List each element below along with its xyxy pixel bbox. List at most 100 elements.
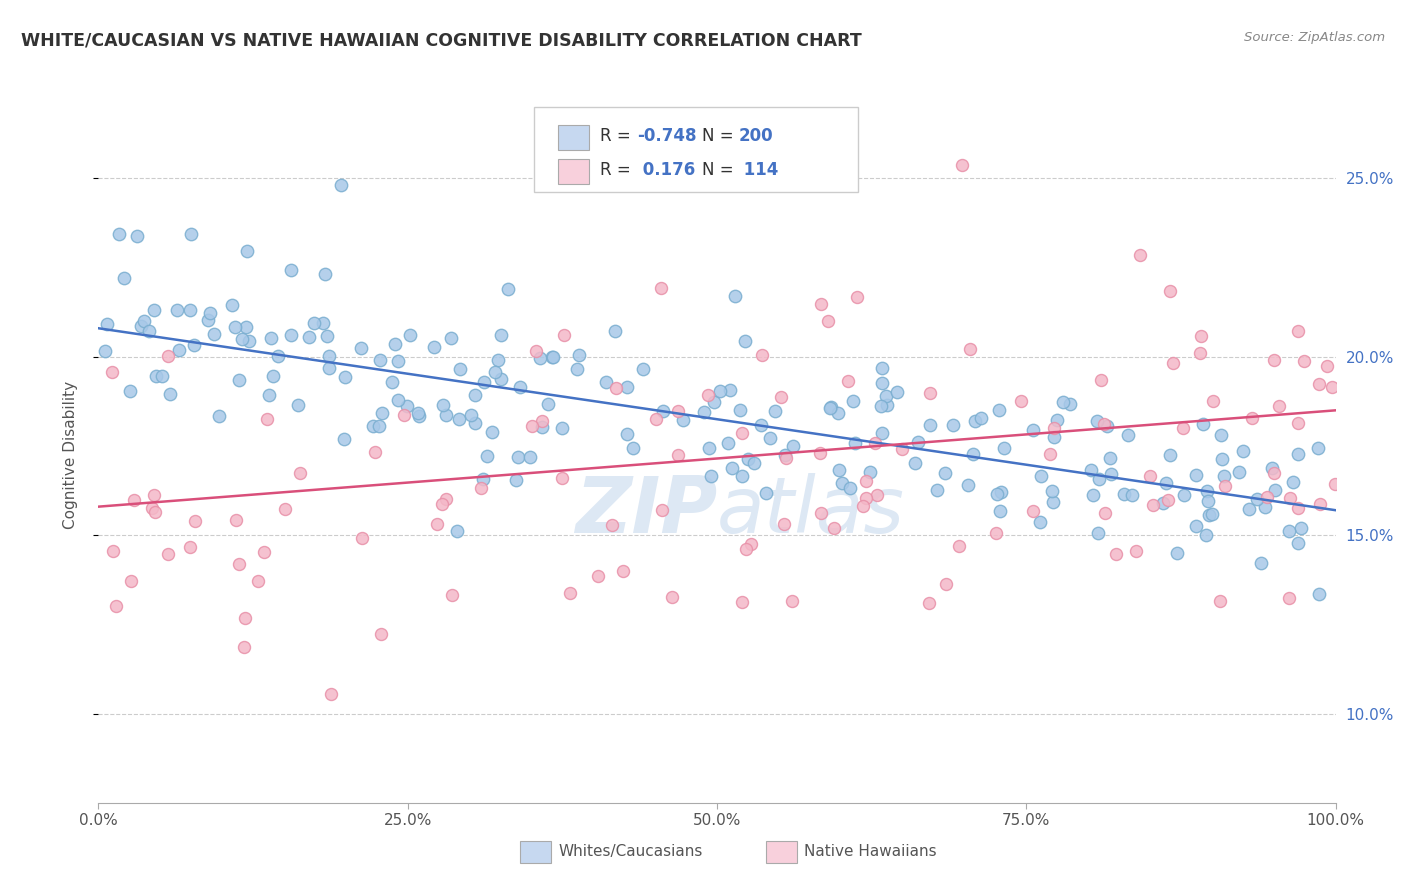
Point — [208, 409, 231, 424]
Point — [94, 344, 117, 359]
Point — [631, 361, 654, 376]
Point — [699, 442, 721, 456]
Point — [918, 596, 941, 610]
Text: N =: N = — [702, 128, 738, 145]
Point — [394, 409, 416, 423]
Point — [986, 486, 1008, 500]
Point — [737, 451, 759, 466]
Point — [918, 386, 941, 401]
Point — [543, 350, 565, 364]
Point — [198, 306, 221, 320]
Point — [506, 450, 529, 464]
Point — [262, 369, 284, 384]
Point — [143, 505, 166, 519]
Point — [1022, 503, 1045, 517]
Point — [717, 436, 740, 450]
Point — [810, 506, 832, 520]
Point — [734, 541, 756, 556]
Point — [329, 178, 352, 193]
Point — [1185, 468, 1208, 483]
Point — [1194, 527, 1216, 541]
Point — [298, 330, 321, 344]
Point — [875, 389, 897, 403]
Point — [1188, 346, 1211, 360]
Point — [370, 406, 392, 420]
Point — [1092, 417, 1115, 431]
Point — [1278, 591, 1301, 606]
Point — [855, 474, 877, 488]
Point — [509, 380, 531, 394]
Point — [872, 376, 894, 390]
Point — [808, 446, 831, 460]
Point — [672, 412, 695, 426]
Point — [460, 408, 482, 422]
Point — [837, 374, 859, 388]
Point — [1261, 460, 1284, 475]
Point — [361, 419, 384, 434]
Point — [447, 412, 470, 426]
Point — [651, 403, 673, 417]
Point — [166, 303, 188, 318]
Text: WHITE/CAUCASIAN VS NATIVE HAWAIIAN COGNITIVE DISABILITY CORRELATION CHART: WHITE/CAUCASIAN VS NATIVE HAWAIIAN COGNI… — [21, 31, 862, 49]
Point — [731, 595, 754, 609]
Point — [616, 380, 638, 394]
Point — [1211, 451, 1233, 466]
Point — [841, 394, 863, 409]
Point — [1052, 394, 1074, 409]
Point — [1309, 497, 1331, 511]
Point — [1278, 524, 1301, 538]
Point — [831, 475, 853, 490]
Point — [1215, 479, 1237, 493]
Point — [367, 418, 389, 433]
Point — [886, 384, 908, 399]
Point — [1288, 324, 1310, 338]
Point — [179, 540, 201, 554]
Point — [464, 416, 486, 430]
Point — [235, 244, 257, 259]
Point — [1087, 526, 1109, 541]
Point — [1171, 421, 1194, 435]
Point — [586, 569, 609, 583]
Point — [1306, 442, 1329, 456]
Point — [370, 353, 392, 368]
Point — [1264, 483, 1286, 498]
Point — [524, 343, 547, 358]
Text: atlas: atlas — [717, 473, 905, 549]
Point — [481, 425, 503, 439]
Point — [907, 434, 929, 449]
Point — [1254, 500, 1277, 514]
Point — [157, 547, 180, 561]
Point — [1118, 428, 1140, 442]
Point — [1324, 477, 1347, 491]
Point — [228, 373, 250, 387]
Point — [489, 372, 512, 386]
Point — [709, 384, 731, 398]
Point — [470, 481, 492, 495]
Point — [430, 498, 453, 512]
Point — [150, 369, 173, 384]
Point — [866, 488, 889, 502]
Point — [1286, 447, 1309, 461]
Point — [863, 436, 886, 450]
Point — [143, 488, 166, 502]
Point — [568, 348, 591, 362]
Point — [183, 338, 205, 352]
Point — [1320, 379, 1343, 393]
Point — [1237, 502, 1260, 516]
Point — [1288, 536, 1310, 550]
Text: R =: R = — [600, 161, 637, 179]
Point — [1282, 475, 1305, 489]
Point — [1289, 521, 1312, 535]
Point — [132, 314, 155, 328]
Point — [486, 352, 509, 367]
Point — [759, 431, 782, 445]
Point — [423, 340, 446, 354]
Point — [970, 410, 993, 425]
Point — [718, 384, 741, 398]
Point — [505, 473, 527, 487]
Point — [1241, 410, 1264, 425]
Point — [1156, 476, 1178, 491]
Point — [103, 544, 125, 558]
Point — [449, 361, 471, 376]
Point — [1043, 430, 1066, 444]
